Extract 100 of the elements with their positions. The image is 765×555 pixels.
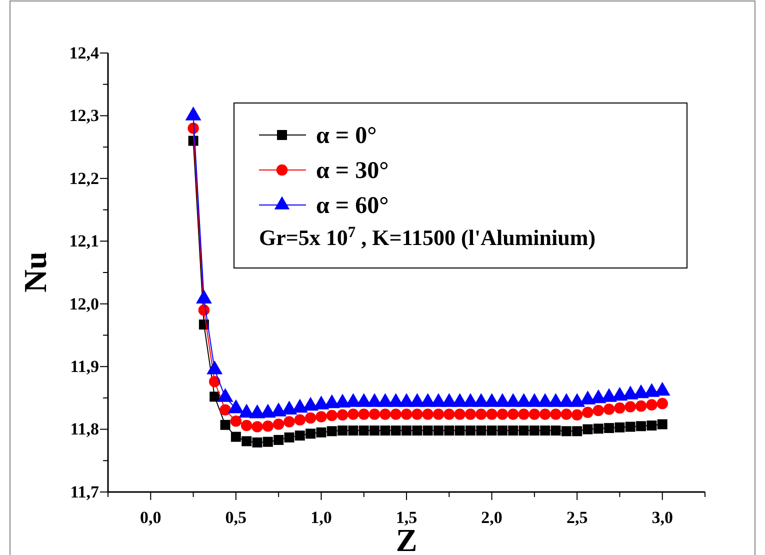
- point: [412, 426, 422, 436]
- point: [486, 426, 497, 436]
- point: [358, 426, 369, 436]
- point: [368, 408, 380, 420]
- point: [262, 436, 273, 447]
- x-tick-label: 2,0: [481, 508, 502, 528]
- legend-label: α = 60°: [316, 193, 389, 219]
- point: [304, 412, 316, 424]
- point: [529, 426, 540, 436]
- point: [316, 411, 327, 422]
- point: [486, 408, 498, 420]
- y-axis-title: Nu: [17, 252, 53, 292]
- point: [412, 408, 423, 420]
- point: [454, 408, 466, 420]
- point: [614, 402, 626, 414]
- point: [433, 426, 444, 436]
- point: [572, 426, 582, 436]
- point: [262, 420, 274, 432]
- point: [507, 408, 519, 420]
- point: [646, 420, 657, 431]
- point: [593, 424, 604, 434]
- point: [348, 426, 358, 436]
- point: [348, 408, 359, 420]
- point: [370, 426, 380, 436]
- point: [636, 421, 646, 432]
- point: [294, 430, 305, 441]
- point: [252, 437, 262, 448]
- y-tick-label: 12,3: [69, 106, 99, 126]
- point: [646, 399, 658, 410]
- x-tick-label: 0,0: [140, 508, 162, 528]
- point: [604, 423, 614, 434]
- point: [454, 426, 465, 436]
- point: [518, 426, 529, 436]
- y-tick-label: 11,9: [70, 357, 99, 376]
- annotation: Gr=5x 10$^{7}$ , K=11500 (l'Aluminium): [259, 224, 596, 250]
- point: [274, 434, 284, 445]
- y-tick-label: 12,0: [69, 294, 99, 314]
- point: [284, 432, 294, 442]
- point: [230, 432, 241, 442]
- point: [306, 428, 316, 439]
- point: [550, 426, 561, 436]
- point: [240, 420, 252, 432]
- point: [390, 408, 402, 420]
- point: [582, 424, 593, 434]
- point: [444, 408, 455, 420]
- x-tick-label: 0,5: [225, 508, 247, 528]
- point: [252, 421, 263, 432]
- point: [242, 436, 252, 446]
- point: [475, 408, 487, 420]
- point: [528, 408, 540, 420]
- point: [540, 426, 550, 436]
- point: [358, 408, 370, 420]
- point: [210, 392, 220, 402]
- point: [402, 426, 412, 436]
- point: [508, 426, 518, 436]
- point: [284, 416, 295, 428]
- point: [294, 414, 306, 426]
- point: [230, 416, 242, 427]
- y-tick-label: 11,8: [70, 420, 99, 439]
- y-tick-label: 11,7: [70, 482, 100, 502]
- point: [390, 426, 401, 436]
- point: [185, 106, 202, 120]
- point: [316, 427, 326, 438]
- point: [496, 408, 508, 420]
- point: [603, 404, 615, 415]
- y-tick-label: 12,2: [69, 168, 99, 188]
- x-tick-label: 2,5: [566, 508, 588, 528]
- point: [614, 422, 625, 432]
- point: [422, 408, 434, 420]
- point: [539, 408, 551, 420]
- point: [476, 426, 486, 436]
- point: [208, 376, 220, 388]
- y-tick-label: 12,4: [69, 43, 100, 62]
- point: [422, 426, 433, 436]
- point: [272, 418, 284, 430]
- point: [336, 409, 348, 420]
- point: [497, 426, 508, 436]
- point: [518, 408, 530, 420]
- point: [550, 408, 562, 420]
- legend-label: α = 30°: [316, 158, 389, 184]
- y-tick-label: 12,1: [69, 232, 99, 251]
- point: [561, 426, 572, 436]
- point: [338, 426, 348, 436]
- point: [656, 398, 668, 410]
- x-tick-label: 3,0: [652, 508, 673, 528]
- point: [464, 408, 476, 420]
- point: [400, 408, 412, 420]
- point: [624, 401, 636, 412]
- point: [582, 406, 594, 418]
- point: [432, 408, 444, 420]
- point: [220, 420, 230, 430]
- point: [380, 408, 391, 420]
- legend-label: α = 0°: [316, 123, 377, 149]
- point: [571, 409, 583, 420]
- x-tick-label: 1,0: [310, 508, 332, 528]
- point: [657, 419, 668, 430]
- point: [326, 410, 338, 422]
- point: [220, 404, 231, 416]
- point: [560, 408, 572, 420]
- point: [635, 400, 647, 412]
